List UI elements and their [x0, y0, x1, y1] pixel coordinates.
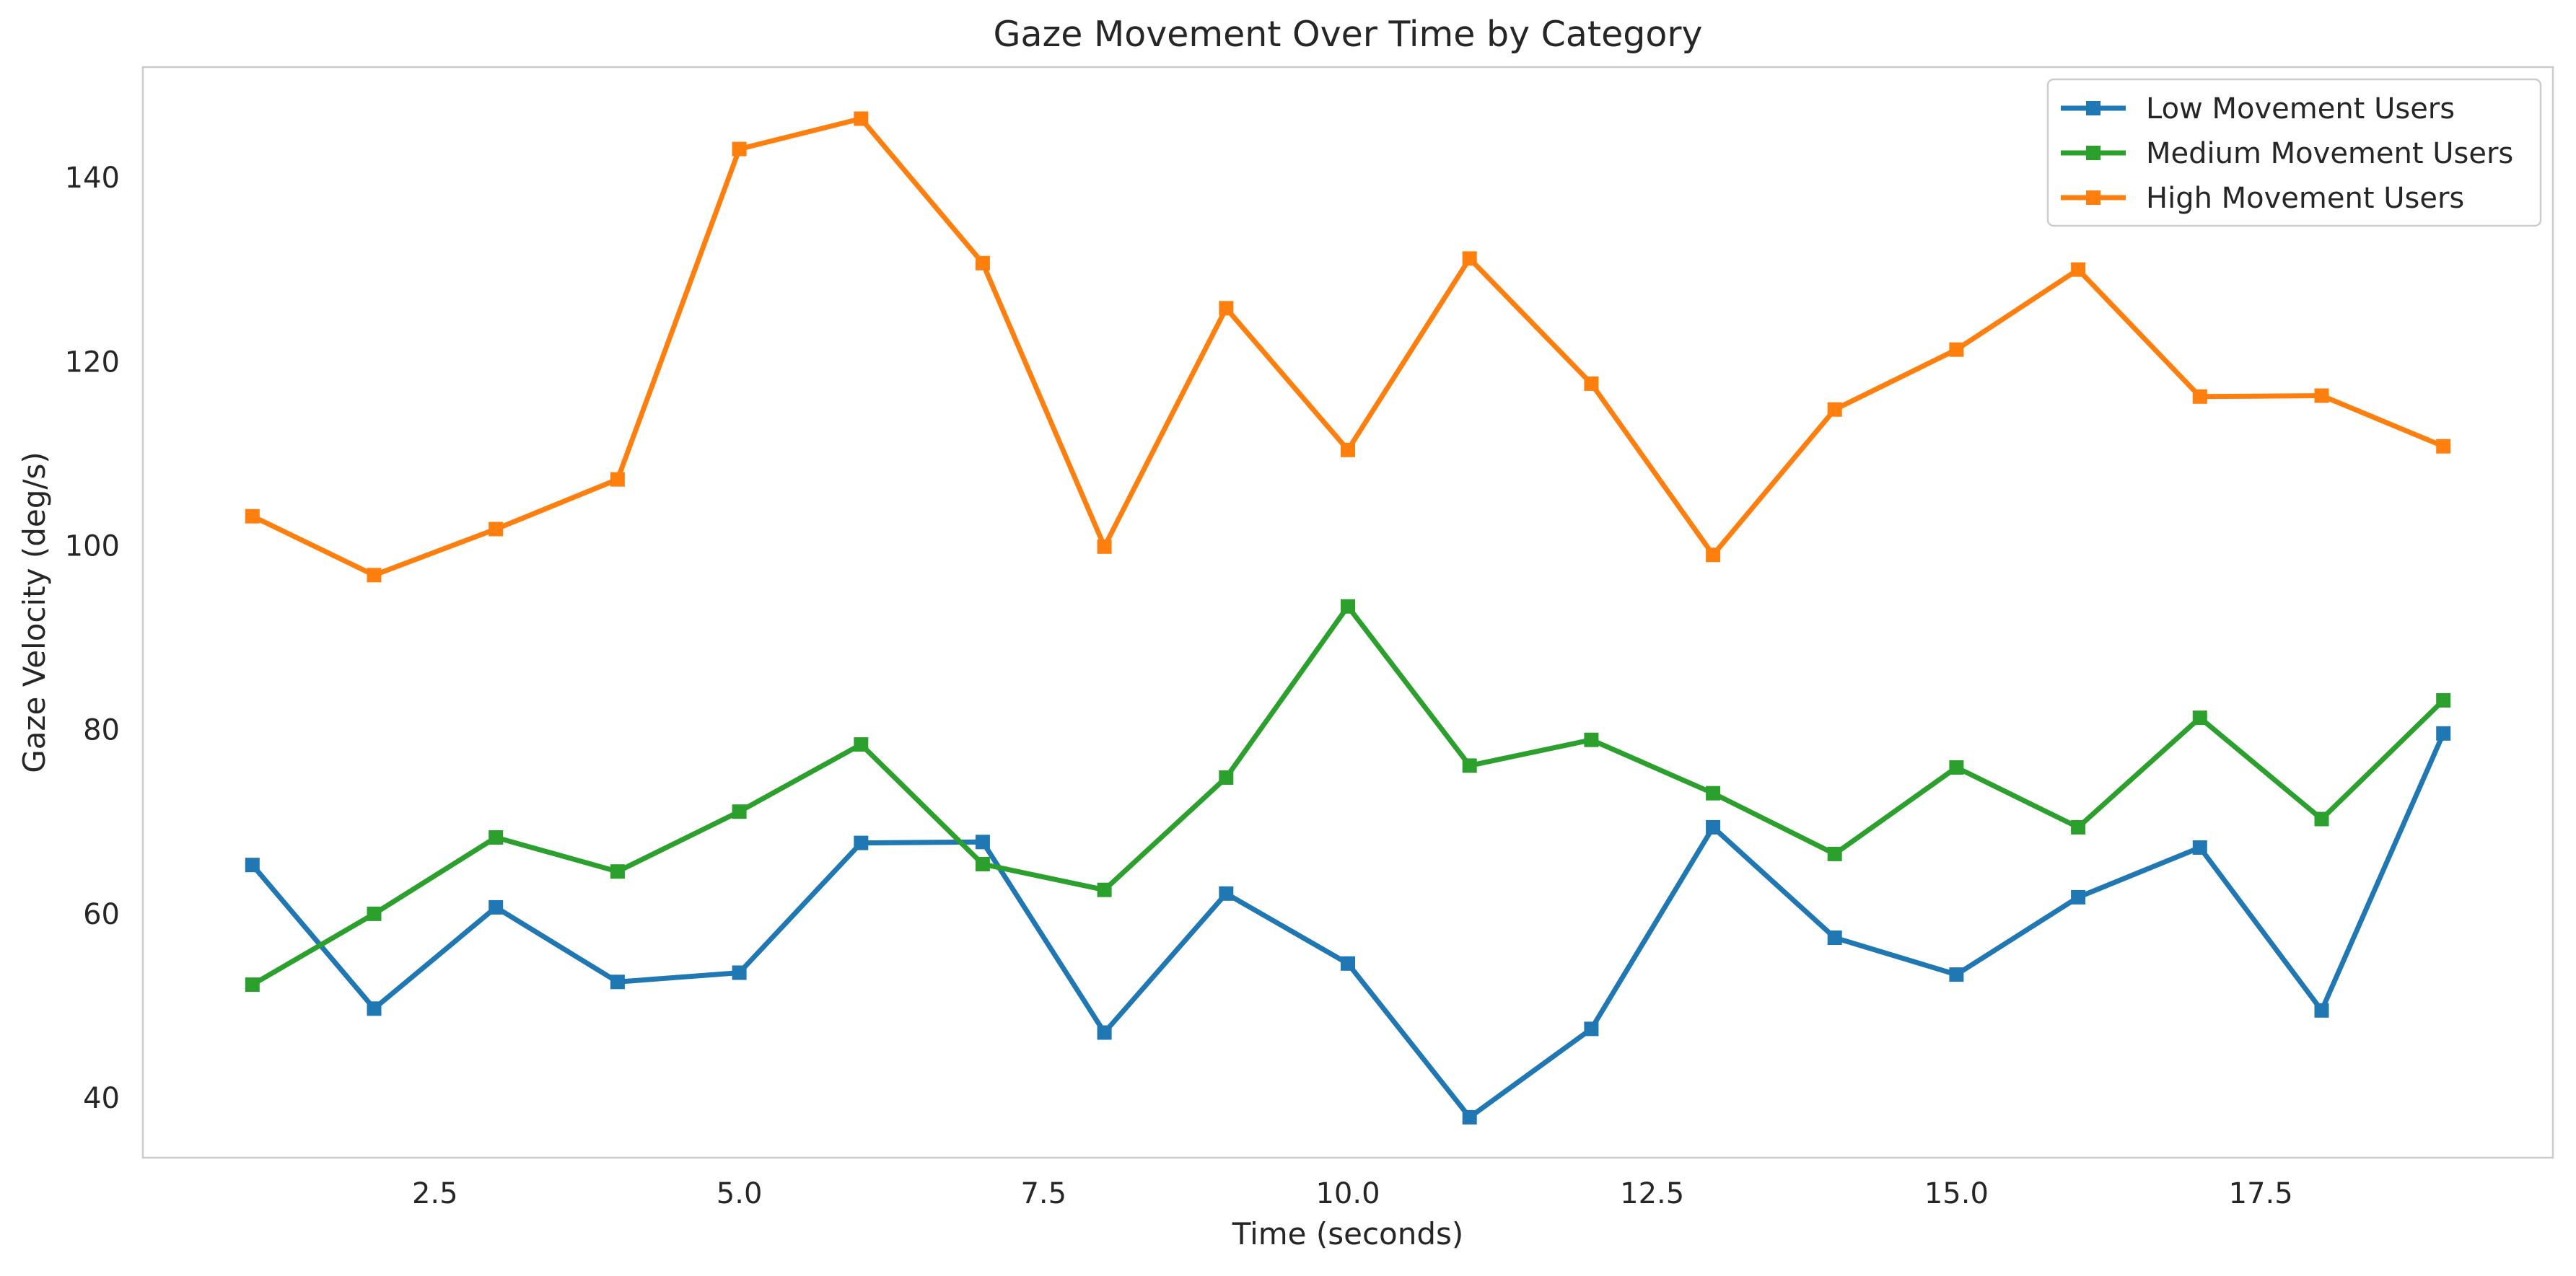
- data-point: [854, 835, 869, 850]
- data-point: [1949, 760, 1964, 775]
- data-point: [610, 864, 625, 879]
- data-point: [1584, 732, 1599, 747]
- data-point: [367, 568, 382, 583]
- x-tick-label: 15.0: [1924, 1177, 1989, 1210]
- y-tick-label: 80: [83, 714, 120, 747]
- data-point: [854, 111, 869, 126]
- data-point: [1706, 786, 1721, 801]
- data-point: [854, 737, 869, 752]
- legend-label: Low Movement Users: [2146, 92, 2455, 126]
- legend-swatch-marker: [2086, 190, 2100, 205]
- data-point: [732, 965, 747, 980]
- data-point: [1341, 442, 1355, 457]
- x-tick-label: 7.5: [1020, 1177, 1066, 1210]
- data-point: [2436, 692, 2451, 708]
- legend-swatch-marker: [2086, 146, 2100, 160]
- y-tick-label: 40: [83, 1082, 120, 1115]
- legend-item: Low Movement Users: [2061, 92, 2455, 126]
- data-point: [610, 974, 625, 990]
- legend-label: High Movement Users: [2146, 182, 2464, 215]
- data-point: [1827, 930, 1842, 945]
- data-point: [2192, 710, 2207, 726]
- x-tick-label: 17.5: [2229, 1177, 2293, 1210]
- data-point: [1462, 251, 1477, 266]
- data-point: [367, 906, 382, 921]
- data-point: [1341, 599, 1355, 614]
- x-axis-ticks: 2.5 5.0 7.5 10.0 12.5 15.0 17.5: [412, 1177, 2293, 1210]
- data-point: [2314, 1003, 2329, 1018]
- data-point: [1706, 547, 1721, 563]
- data-point: [1827, 846, 1842, 861]
- y-axis-label: Gaze Velocity (deg/s): [17, 452, 52, 773]
- data-point: [245, 509, 260, 524]
- data-point: [2192, 840, 2207, 855]
- data-point: [1097, 882, 1112, 897]
- data-point: [2071, 819, 2086, 835]
- data-point: [2314, 811, 2329, 827]
- data-point: [1462, 758, 1477, 773]
- legend-item: High Movement Users: [2061, 182, 2464, 215]
- series-2: [245, 599, 2451, 993]
- data-point: [1462, 1109, 1477, 1125]
- legend-box: [2046, 78, 2542, 227]
- data-point: [975, 255, 990, 270]
- data-point: [489, 899, 504, 915]
- legend-items: Low Movement Users Medium Movement Users H…: [2061, 92, 2513, 215]
- data-point: [610, 472, 625, 487]
- data-point: [367, 1001, 382, 1016]
- legend: Low Movement Users Medium Movement Users H…: [2046, 78, 2542, 227]
- data-point: [2071, 889, 2086, 905]
- x-tick-label: 12.5: [1620, 1177, 1684, 1210]
- y-axis-ticks: 40 60 80 100 120 140: [65, 162, 120, 1115]
- y-tick-label: 60: [83, 898, 120, 931]
- data-point: [1949, 342, 1964, 357]
- series-3: [245, 111, 2451, 583]
- data-point: [1584, 1021, 1599, 1037]
- data-point: [1341, 956, 1355, 971]
- y-tick-label: 120: [65, 346, 120, 379]
- x-axis-label: Time (seconds): [1232, 1216, 1464, 1251]
- data-point: [975, 835, 990, 850]
- y-tick-label: 100: [65, 530, 120, 563]
- data-point: [1706, 819, 1721, 835]
- series-1: [245, 726, 2451, 1125]
- x-tick-label: 5.0: [717, 1177, 763, 1210]
- data-point: [975, 857, 990, 871]
- data-point: [1827, 402, 1842, 417]
- data-point: [1584, 376, 1599, 391]
- data-point: [2071, 262, 2086, 277]
- plot-area: [141, 66, 2554, 1159]
- data-point: [732, 804, 747, 819]
- x-tick-label: 10.0: [1315, 1177, 1380, 1210]
- plot-frame: [141, 66, 2554, 1159]
- data-point: [489, 522, 504, 537]
- data-point: [245, 977, 260, 993]
- data-point: [1097, 1025, 1112, 1040]
- data-point: [489, 830, 504, 845]
- data-point: [1219, 770, 1234, 785]
- data-point: [1949, 967, 1964, 982]
- legend-swatch-marker: [2086, 101, 2100, 115]
- data-point: [1219, 301, 1234, 316]
- data-point: [1219, 886, 1234, 901]
- chart-title: Gaze Movement Over Time by Category: [994, 14, 1703, 55]
- x-tick-label: 2.5: [412, 1177, 458, 1210]
- data-point: [245, 858, 260, 873]
- legend-item: Medium Movement Users: [2061, 137, 2513, 170]
- data-point: [2436, 726, 2451, 741]
- data-point: [2314, 388, 2329, 403]
- data-point: [2192, 389, 2207, 404]
- legend-label: Medium Movement Users: [2146, 137, 2513, 170]
- data-point: [2436, 439, 2451, 454]
- series-layer: [245, 111, 2451, 1125]
- y-tick-label: 140: [65, 162, 120, 195]
- data-point: [1097, 539, 1112, 554]
- data-point: [732, 141, 747, 157]
